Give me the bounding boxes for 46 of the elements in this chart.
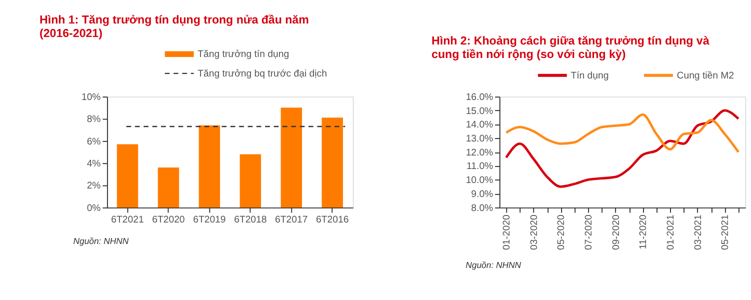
x-tick-label: 6T2016 [316, 214, 349, 226]
x-tick-label: 09-2020 [610, 214, 622, 250]
line-series [505, 109, 740, 188]
x-tick-label: 01-2020 [502, 214, 513, 250]
x-tick-label: 03-2021 [692, 214, 704, 250]
y-tick-label: 11.0% [466, 161, 494, 172]
x-tick-label: 6T2017 [275, 214, 308, 226]
bar [322, 118, 343, 208]
y-tick-label: 4% [86, 158, 102, 170]
x-tick-label: 11-2020 [638, 214, 650, 250]
y-tick-label: 2% [86, 180, 102, 192]
bar [240, 154, 262, 208]
x-tick-label: 03-2020 [528, 214, 540, 250]
y-tick-label: 10% [81, 92, 102, 103]
x-tick-label: 6T2018 [234, 214, 267, 226]
legend-label: Cung tiền M2 [676, 70, 734, 82]
y-tick-label: 9.0% [471, 188, 494, 200]
y-tick-label: 0% [86, 202, 102, 214]
legend-label: Tín dụng [570, 70, 609, 82]
x-tick-label: 05-2021 [720, 214, 732, 250]
bar [116, 144, 138, 208]
legend-label: Tăng trưởng bq trước đại dịch [198, 68, 327, 80]
y-tick-label: 10.0% [466, 175, 494, 186]
y-tick-label: 6% [86, 136, 102, 148]
bar [198, 125, 220, 208]
bar [280, 108, 302, 208]
y-tick-label: 12.0% [466, 147, 494, 158]
bar [158, 168, 180, 208]
x-tick-label: 01-2021 [665, 214, 676, 250]
y-tick-label: 16.0% [466, 92, 494, 103]
y-tick-label: 8% [86, 114, 102, 126]
text: Nguồn: NHNN [73, 236, 130, 246]
chart-title: Hình 1: Tăng trưởng tín dụng trong nửa đầu năm (2016-2021) [40, 14, 309, 40]
legend-label: Tăng trưởng tín dụng [198, 49, 290, 60]
y-tick-label: 15.0% [466, 106, 494, 117]
y-tick-label: 8.0% [471, 202, 494, 214]
y-tick-label: 14.0% [466, 120, 494, 131]
x-tick-label: 6T2021 [111, 214, 144, 226]
x-tick-label: 07-2020 [584, 214, 595, 250]
x-tick-label: 6T2020 [152, 214, 185, 226]
x-tick-label: 6T2019 [193, 214, 226, 226]
y-tick-label: 13.0% [466, 134, 494, 145]
text: Nguồn: NHNN [466, 260, 522, 270]
x-tick-label: 05-2020 [556, 214, 568, 250]
line-series [505, 113, 740, 154]
chart-title: Hình 2: Khoảng cách giữa tăng trưởng tín dụng và cung tiền nới rộng (so với cùng kỳ) [432, 36, 710, 62]
